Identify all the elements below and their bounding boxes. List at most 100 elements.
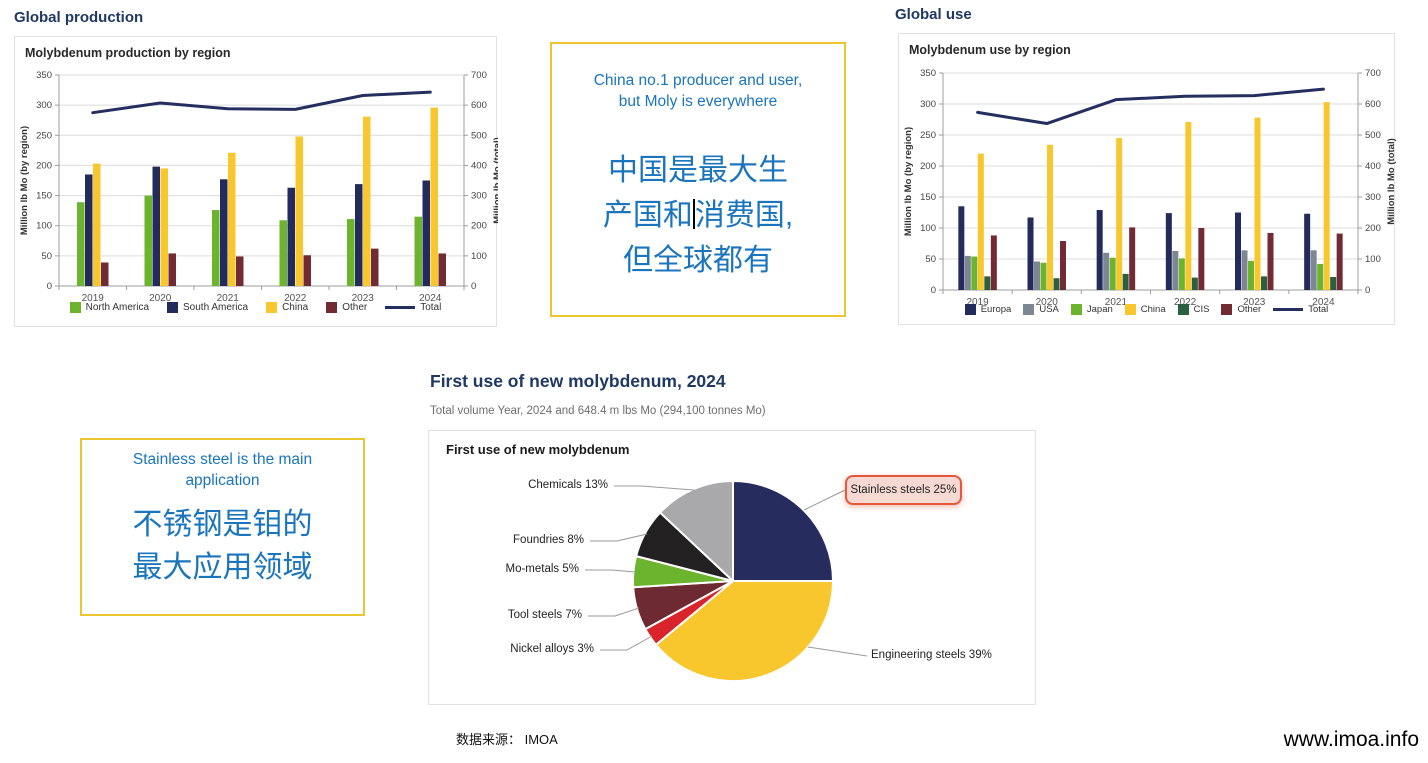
china-callout[interactable]: China no.1 producer and user, but Moly i… [550, 42, 846, 317]
right-axis-tick-label: 700 [1365, 68, 1381, 79]
legend-item-Total: Total [385, 302, 441, 313]
bar-North America-2019 [77, 202, 85, 286]
bar-China-2020 [1047, 144, 1053, 290]
bar-South America-2021 [220, 179, 228, 286]
legend-label: USA [1039, 304, 1059, 315]
legend-swatch [167, 302, 179, 313]
left-axis-tick-label: 150 [920, 192, 936, 203]
right-axis-tick-label: 400 [471, 160, 487, 171]
bar-South America-2019 [85, 174, 93, 286]
right-axis-tick-label: 0 [1365, 285, 1370, 296]
x-axis-label: 2020 [1036, 297, 1059, 308]
right-axis-tick-label: 100 [471, 251, 487, 262]
bar-Other-2020 [1060, 241, 1066, 290]
bar-North America-2020 [144, 195, 152, 286]
pie-chart-title: First use of new molybdenum [446, 442, 630, 457]
x-axis-label: 2021 [1105, 297, 1128, 308]
bar-China-2021 [1116, 138, 1123, 290]
pie-leader-line [600, 635, 653, 651]
legend-item-North America: North America [69, 302, 149, 313]
bar-Europa-2020 [1027, 217, 1034, 290]
bar-Other-2024 [1336, 233, 1343, 290]
bar-South America-2023 [355, 184, 363, 286]
use-chart-title: Molybdenum use by region [909, 43, 1071, 57]
bar-Other-2019 [101, 262, 109, 286]
legend-label: China [282, 302, 309, 313]
x-axis-label: 2020 [149, 293, 172, 304]
right-axis-title: Million lb Mo (total) [492, 137, 498, 224]
bar-China-2019 [93, 163, 101, 286]
right-axis-tick-label: 300 [471, 191, 487, 202]
bar-CIS-2023 [1261, 276, 1267, 290]
bar-China-2022 [1185, 121, 1192, 290]
pie-label-Foundries: Foundries 8% [513, 534, 584, 546]
legend-label: Other [1237, 304, 1262, 315]
pie-label-Chemicals: Chemicals 13% [528, 479, 608, 491]
legend-label: CIS [1193, 304, 1210, 315]
bar-Europa-2022 [1165, 213, 1172, 290]
production-chart-card: Molybdenum production by region 0 50 100 15… [14, 36, 498, 327]
x-axis-label: 2021 [217, 293, 240, 304]
bar-USA-2021 [1103, 252, 1110, 290]
bar-South America-2022 [287, 187, 295, 286]
pie-section-heading: First use of new molybdenum, 2024 [430, 371, 726, 391]
legend-swatch [1221, 304, 1233, 315]
bar-CIS-2021 [1122, 273, 1129, 290]
bar-China-2019 [977, 153, 984, 290]
x-axis-label: 2023 [1243, 297, 1266, 308]
left-axis-tick-label: 100 [36, 221, 52, 232]
use-chart-plot: 0 50 100 150 200 250 300 350 0 100 200 300 400 500 600… [903, 68, 1396, 308]
stainless-callout-english: Stainless steel is the main application [132, 451, 313, 489]
use-total-line [976, 87, 1325, 126]
bar-China-2023 [363, 116, 371, 287]
left-axis-tick-label: 0 [47, 281, 52, 292]
x-axis-label: 2024 [419, 293, 442, 304]
left-axis-tick-label: 50 [41, 251, 52, 262]
left-axis-tick-label: 0 [931, 285, 936, 296]
bar-USA-2023 [1241, 250, 1248, 290]
bar-USA-2019 [964, 255, 971, 290]
china-callout-chinese: 中国是最大生 产国和消费国, 但全球都有 [602, 154, 794, 277]
right-axis-tick-label: 300 [1365, 192, 1381, 203]
production-total-line [91, 90, 432, 115]
x-axis-label: 2022 [1174, 297, 1197, 308]
bar-North America-2024 [414, 216, 422, 286]
stainless-callout-chinese: 不锈钢是钼的 最大应用领域 [132, 508, 313, 584]
bar-CIS-2020 [1053, 278, 1060, 290]
legend-item-Japan: Japan [1070, 304, 1113, 315]
bar-South America-2024 [422, 180, 430, 286]
pie-leader-line [807, 646, 868, 657]
legend-swatch [1124, 304, 1136, 315]
left-axis-tick-label: 250 [36, 130, 52, 141]
legend-total-line [385, 306, 416, 309]
bar-Europa-2024 [1304, 213, 1311, 290]
x-axis-label: 2023 [352, 293, 375, 304]
bar-North America-2022 [279, 220, 287, 286]
use-heading: Global use [895, 6, 972, 23]
right-axis-tick-label: 100 [1365, 254, 1381, 265]
left-axis-tick-label: 250 [920, 130, 936, 141]
pie-annotation-Stainless steels[interactable]: Stainless steels 25% [845, 475, 962, 505]
left-axis-tick-label: 350 [920, 68, 936, 79]
legend-label: China [1140, 304, 1166, 315]
bar-Japan-2023 [1248, 260, 1254, 290]
right-axis-tick-label: 600 [471, 100, 487, 111]
pie-label-Tool steels: Tool steels 7% [507, 609, 582, 621]
legend-swatch [266, 302, 278, 313]
pie-label-Nickel alloys: Nickel alloys 3% [510, 643, 594, 655]
bar-Other-2024 [438, 253, 446, 286]
bar-Other-2021 [1129, 227, 1136, 290]
text-caret [692, 199, 695, 229]
production-chart-legend: North America South America China Other Tota… [15, 302, 496, 313]
legend-item-Total: Total [1273, 304, 1328, 315]
legend-label: Europa [980, 304, 1012, 315]
legend-label: Total [1308, 304, 1329, 315]
right-axis-tick-label: 600 [1365, 99, 1381, 110]
data-source-label: 数据来源： IMOA [456, 732, 558, 747]
website-link[interactable]: www.imoa.info [1283, 728, 1419, 751]
legend-item-Europa: Europa [964, 304, 1012, 315]
pie-label-Engineering steels: Engineering steels 39% [871, 649, 992, 661]
stainless-callout[interactable]: Stainless steel is the main application … [80, 438, 365, 616]
left-axis-tick-label: 350 [36, 70, 52, 81]
